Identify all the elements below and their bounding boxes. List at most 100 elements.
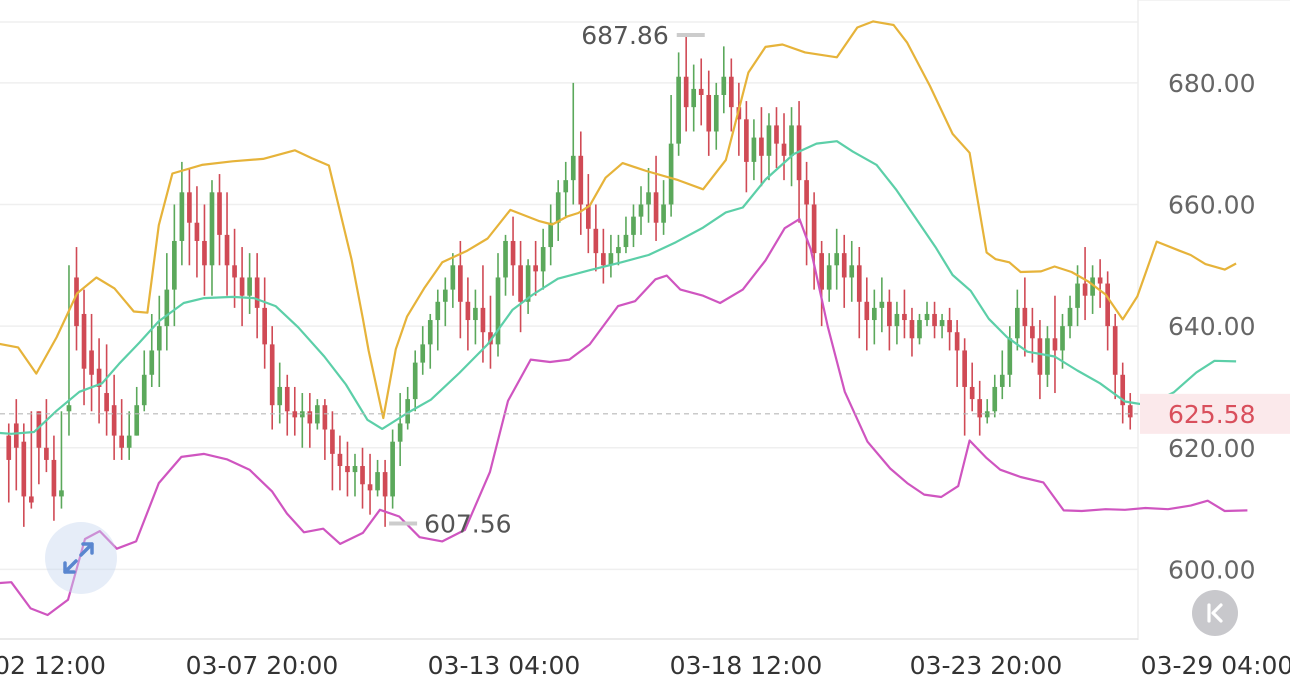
candle-body	[254, 277, 260, 308]
candle-body	[217, 192, 222, 235]
candle-body	[1037, 338, 1043, 375]
candle-body	[1120, 374, 1126, 406]
candle-body	[134, 405, 140, 436]
candle-body	[6, 435, 12, 460]
candle-body	[435, 301, 441, 321]
candle-body	[834, 253, 840, 266]
candle-body	[352, 466, 358, 473]
candle-body	[382, 472, 388, 497]
candle-body	[909, 320, 915, 339]
current-price-tag-bg	[1140, 393, 1290, 434]
candle-body	[616, 247, 621, 254]
candle-body	[676, 76, 681, 144]
candle-body	[601, 253, 606, 266]
candle-body	[1007, 338, 1013, 375]
candle-body	[510, 240, 516, 266]
chart-grid	[0, 0, 1290, 571]
diagonal-arrows-icon	[63, 542, 94, 574]
candle-body	[683, 76, 689, 108]
candle-body	[932, 313, 937, 327]
candle-body	[728, 76, 734, 108]
candle-body	[179, 192, 185, 241]
x-tick-label: 02 12:00	[0, 651, 106, 680]
y-axis-labels: 600.00 620.00 640.00 660.00 680.00	[1168, 69, 1255, 585]
candle-body	[811, 204, 817, 254]
candle-body	[969, 386, 975, 400]
candle-body	[570, 155, 576, 181]
candle-body	[307, 411, 313, 424]
candle-body	[894, 313, 900, 327]
candle-body	[691, 88, 697, 108]
candle-body	[1112, 326, 1118, 375]
candle-body	[367, 484, 373, 491]
candle-body	[533, 265, 538, 272]
candle-body	[917, 320, 922, 339]
candle-body	[330, 429, 335, 454]
candle-body	[412, 362, 418, 400]
candle-body	[269, 344, 275, 406]
candle-body	[89, 350, 94, 375]
candle-body	[902, 313, 907, 321]
x-tick-label: 03-29 04:00	[1141, 651, 1290, 680]
candle-body	[751, 137, 757, 162]
upper-band-line	[0, 20, 1237, 420]
candle-body	[360, 466, 365, 485]
candle-body	[661, 204, 666, 223]
candle-body	[149, 350, 155, 375]
candle-body	[992, 386, 998, 412]
candle-body	[1105, 283, 1110, 327]
candle-body	[646, 192, 651, 205]
x-tick-label: 03-07 20:00	[186, 651, 339, 680]
candle-body	[239, 277, 245, 296]
candle-body	[856, 265, 862, 302]
lower-band-line	[0, 218, 1248, 617]
candle-body	[345, 466, 350, 473]
bands-layer	[0, 20, 1248, 617]
expand-chart-button[interactable]	[45, 522, 117, 594]
candle-body	[96, 368, 102, 387]
candle-body	[653, 192, 659, 223]
candle-body	[819, 253, 824, 290]
candle-body	[194, 222, 200, 241]
skip-to-latest-icon	[1207, 603, 1223, 623]
candle-body	[525, 265, 531, 302]
skip-to-latest-button[interactable]	[1192, 590, 1238, 636]
high-price-label: 687.86	[581, 21, 668, 50]
candle-body	[608, 253, 614, 266]
candle-body	[104, 393, 109, 412]
candle-body	[164, 289, 170, 327]
candle-body	[209, 192, 215, 266]
candle-body	[473, 307, 478, 321]
candle-body	[1097, 277, 1103, 284]
candle-body	[495, 277, 501, 345]
candle-body	[1082, 283, 1088, 296]
candle-body	[284, 386, 290, 412]
candle-body	[247, 277, 252, 296]
candles-layer	[6, 34, 1133, 527]
candle-body	[585, 204, 591, 229]
candle-body	[1015, 307, 1020, 339]
x-axis-labels: 02 12:00 03-07 20:00 03-13 04:00 03-18 12:0…	[0, 651, 1290, 680]
current-price-label: 625.58	[1168, 400, 1255, 429]
candle-body	[759, 137, 764, 156]
candle-body	[126, 435, 132, 448]
candle-body	[631, 216, 636, 235]
candle-body	[36, 411, 42, 448]
candle-body	[555, 192, 561, 223]
candle-body	[744, 119, 749, 162]
candle-body	[1127, 405, 1133, 418]
candle-body	[390, 441, 395, 497]
candle-body	[698, 88, 704, 95]
y-tick-label: 680.00	[1168, 69, 1255, 98]
x-tick-label: 03-18 12:00	[670, 651, 823, 680]
candle-body	[871, 307, 877, 321]
candle-body	[1022, 307, 1028, 327]
candle-body	[427, 320, 433, 345]
candle-body	[947, 320, 952, 333]
candle-body	[480, 307, 486, 333]
candle-body	[442, 289, 448, 302]
low-price-label: 607.56	[424, 509, 511, 538]
candle-body	[939, 320, 945, 327]
candle-body	[887, 301, 892, 327]
